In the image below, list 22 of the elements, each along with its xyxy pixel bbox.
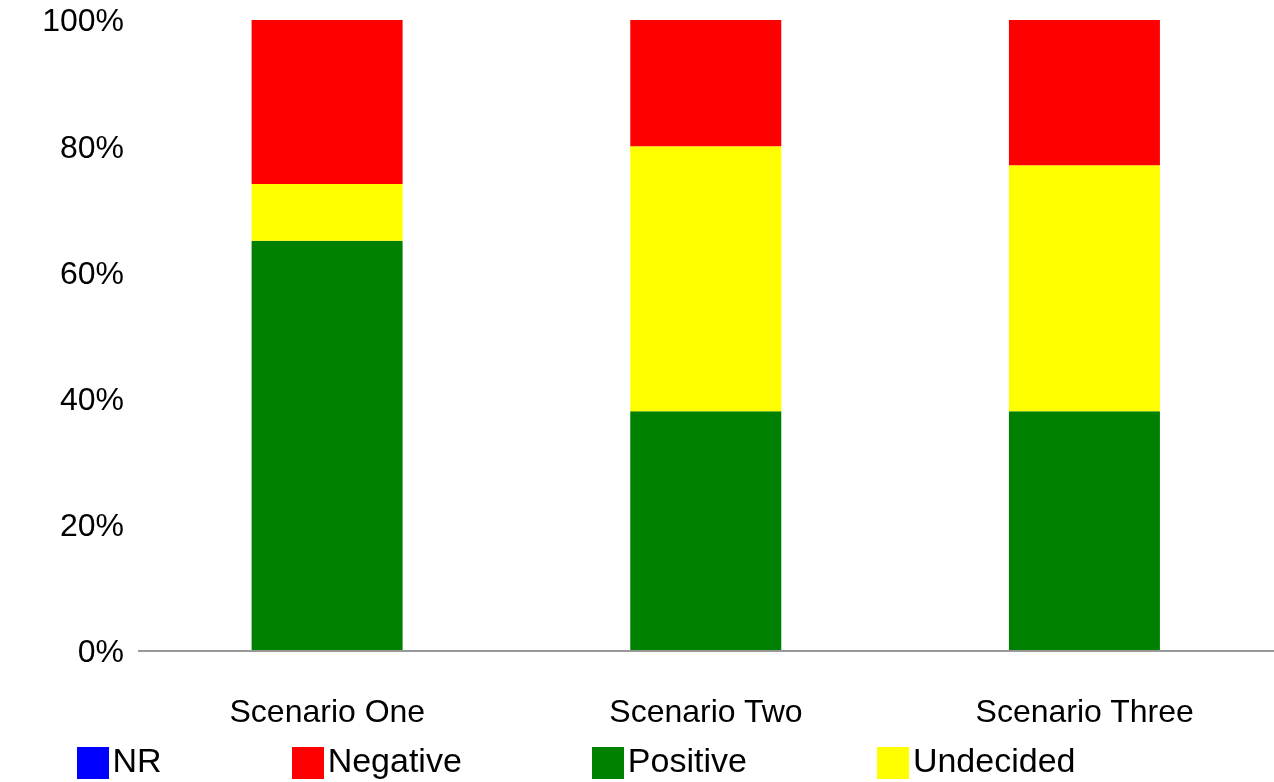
y-tick-label: 20%: [59, 507, 124, 544]
bar: [1008, 411, 1160, 651]
legend-label: Positive: [627, 741, 747, 779]
y-tick-label: 100%: [42, 2, 124, 39]
y-tick-label: 80%: [59, 128, 124, 165]
y-tick-label: 60%: [59, 254, 124, 291]
bar: [1008, 20, 1160, 166]
bar: [630, 146, 782, 412]
bar: [251, 20, 403, 185]
bar: [630, 20, 782, 147]
bar: [251, 240, 403, 651]
y-tick-label: 0%: [77, 633, 124, 670]
x-tick-label: Scenario Three: [975, 692, 1194, 729]
x-tick-label: Scenario One: [229, 692, 426, 729]
legend-label: NR: [112, 741, 162, 779]
legend-label: Negative: [327, 741, 462, 779]
legend-label: Undecided: [912, 741, 1076, 779]
bar: [251, 184, 403, 241]
x-tick-label: Scenario Two: [609, 692, 803, 729]
bar: [630, 411, 782, 651]
bar: [1008, 165, 1160, 412]
y-tick-label: 40%: [59, 380, 124, 417]
